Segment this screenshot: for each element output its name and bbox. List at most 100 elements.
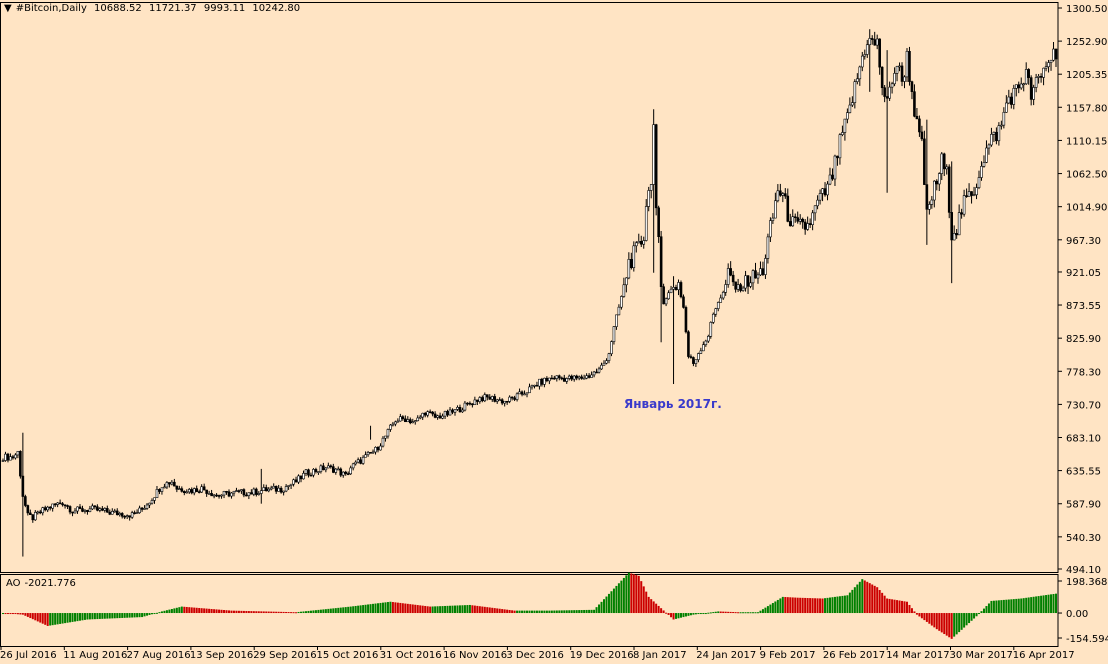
ao-bar: [824, 598, 827, 614]
ao-bar: [461, 605, 464, 614]
candle-body: [570, 375, 574, 380]
candle-body: [957, 212, 961, 236]
ao-bar: [121, 613, 124, 618]
candle-body: [319, 465, 323, 472]
ao-bar: [165, 610, 168, 614]
candle-body: [528, 386, 531, 394]
ao-bar: [846, 595, 849, 614]
candle-body: [915, 115, 919, 120]
candle-body: [913, 91, 916, 117]
ao-bar: [727, 611, 730, 614]
ao-bar: [506, 609, 509, 614]
candle-body: [272, 486, 276, 489]
ao-bar: [304, 611, 307, 614]
ao-bar: [645, 591, 648, 614]
ao-bar: [227, 610, 230, 614]
ao-bar: [155, 612, 158, 614]
ao-bar: [833, 596, 836, 614]
ao-bar: [158, 612, 161, 614]
candle-body: [535, 384, 539, 387]
candle-body: [826, 183, 829, 196]
x-tick-label: 19 Dec 2016: [570, 650, 634, 661]
open-value: 10688.52: [94, 3, 142, 14]
candle-body: [898, 65, 901, 68]
candle-body: [4, 453, 7, 461]
candle-body: [212, 494, 216, 497]
x-tick-label: 13 Sep 2016: [190, 650, 253, 661]
ao-bar: [583, 609, 586, 614]
candle-body: [396, 420, 400, 423]
ao-bar: [707, 612, 710, 614]
ao-bar: [153, 613, 156, 615]
candle-body: [841, 132, 844, 135]
ao-bar: [955, 613, 958, 635]
y-tick-label: 1110.15: [1066, 136, 1107, 147]
ao-bar: [260, 611, 263, 614]
ao-bar: [781, 596, 784, 614]
ao-bar: [453, 605, 456, 614]
ao-bar: [1017, 598, 1020, 614]
ao-bar: [230, 610, 233, 614]
ao-bar: [267, 611, 270, 614]
ao-bar: [677, 613, 680, 619]
ao-bar: [101, 613, 104, 619]
ao-bar: [287, 612, 290, 614]
candle-body: [808, 223, 812, 225]
ao-bar: [816, 598, 819, 614]
ao-bar: [76, 613, 79, 622]
ao-bar: [131, 613, 134, 618]
candle-body: [160, 487, 164, 492]
candle-body: [374, 446, 377, 453]
ao-bar: [290, 612, 293, 614]
ao-bar: [208, 608, 211, 614]
candle-body: [108, 511, 112, 515]
ao-bar: [913, 611, 916, 614]
candle-body: [289, 483, 293, 486]
ao-bar: [344, 607, 347, 614]
ao-bar: [940, 613, 943, 633]
x-tick-label: 16 Apr 2017: [1013, 650, 1075, 661]
candle-body: [654, 124, 658, 209]
ao-bar: [848, 592, 851, 614]
ao-bar: [871, 584, 874, 614]
ao-bar: [861, 579, 864, 614]
ao-bar: [180, 606, 183, 614]
y-tick-label: 540.30: [1066, 533, 1101, 544]
ao-bar: [434, 606, 437, 614]
candle-body: [1042, 67, 1045, 78]
ao-bar: [980, 611, 983, 614]
ao-bar: [578, 610, 581, 614]
ao-bar: [662, 610, 665, 614]
x-tick-label: 8 Jan 2017: [633, 650, 687, 661]
ao-bar: [496, 608, 499, 614]
candle-body: [982, 162, 986, 167]
ao-bar: [237, 610, 240, 614]
x-tick-label: 24 Jan 2017: [696, 650, 756, 661]
candle-body: [1039, 75, 1043, 78]
ao-bar: [908, 604, 911, 614]
candle-body: [282, 490, 285, 493]
ao-bar: [133, 613, 136, 618]
ao-bar: [749, 612, 752, 614]
candle-body: [612, 326, 616, 342]
ao-bar: [280, 611, 283, 614]
ao-bar: [307, 610, 310, 614]
ao-bar: [483, 606, 486, 614]
ao-bar: [138, 613, 141, 618]
dropdown-triangle-icon[interactable]: ▼: [4, 3, 12, 14]
y-tick-label: 730.70: [1066, 400, 1101, 411]
candle-body: [513, 397, 516, 400]
x-tick-label: 3 Dec 2016: [506, 650, 564, 661]
ao-bar: [540, 610, 543, 614]
candle-body: [687, 331, 690, 357]
ao-bar: [722, 611, 725, 614]
ao-bar: [714, 611, 717, 614]
ao-bar: [265, 611, 268, 614]
candle-body: [548, 377, 551, 382]
ao-bar: [198, 607, 201, 614]
ao-bar: [712, 612, 715, 614]
ao-bar: [128, 613, 131, 618]
ao-bar: [250, 611, 253, 614]
ao-bar: [622, 577, 625, 614]
